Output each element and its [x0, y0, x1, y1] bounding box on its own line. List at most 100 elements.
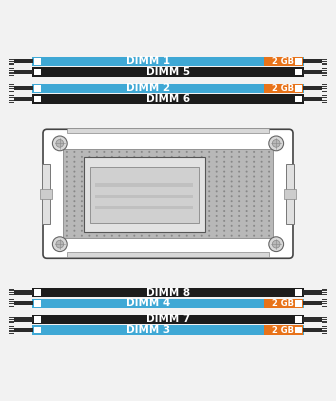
Circle shape	[156, 156, 158, 158]
Circle shape	[223, 190, 225, 192]
Circle shape	[193, 151, 195, 153]
Circle shape	[216, 166, 218, 168]
Circle shape	[268, 205, 270, 207]
Circle shape	[186, 151, 188, 153]
Circle shape	[66, 225, 68, 227]
Circle shape	[118, 220, 120, 222]
Circle shape	[178, 151, 180, 153]
Circle shape	[230, 205, 233, 207]
Circle shape	[148, 161, 150, 163]
Circle shape	[133, 205, 135, 207]
Circle shape	[178, 220, 180, 222]
Circle shape	[141, 220, 143, 222]
Circle shape	[246, 230, 248, 232]
Circle shape	[193, 200, 195, 202]
Bar	[9, 322, 14, 323]
Circle shape	[111, 225, 113, 227]
Circle shape	[253, 170, 255, 172]
FancyBboxPatch shape	[43, 129, 293, 258]
Circle shape	[230, 195, 233, 197]
Circle shape	[193, 156, 195, 158]
Circle shape	[238, 166, 240, 168]
Circle shape	[178, 156, 180, 158]
Circle shape	[253, 225, 255, 227]
Bar	[9, 102, 14, 103]
Text: 2 GB: 2 GB	[272, 57, 294, 66]
Circle shape	[141, 195, 143, 197]
Circle shape	[96, 185, 98, 187]
Circle shape	[141, 176, 143, 178]
Text: DIMM 4: DIMM 4	[126, 298, 170, 308]
Circle shape	[103, 210, 106, 212]
Circle shape	[103, 161, 106, 163]
Circle shape	[261, 230, 263, 232]
Circle shape	[81, 161, 83, 163]
Circle shape	[148, 195, 150, 197]
Circle shape	[66, 151, 68, 153]
Circle shape	[163, 210, 165, 212]
Circle shape	[133, 190, 135, 192]
Circle shape	[230, 180, 233, 182]
Bar	[9, 70, 14, 71]
Circle shape	[269, 136, 284, 151]
Circle shape	[111, 200, 113, 202]
Circle shape	[163, 215, 165, 217]
Circle shape	[163, 176, 165, 178]
Circle shape	[269, 237, 284, 251]
Circle shape	[141, 185, 143, 187]
Circle shape	[238, 215, 240, 217]
Circle shape	[268, 200, 270, 202]
Circle shape	[171, 230, 173, 232]
Bar	[9, 61, 14, 62]
Circle shape	[186, 200, 188, 202]
Circle shape	[66, 210, 68, 212]
Circle shape	[96, 170, 98, 172]
Circle shape	[148, 180, 150, 182]
Bar	[84, 158, 205, 233]
Circle shape	[201, 190, 203, 192]
Circle shape	[52, 237, 67, 251]
Circle shape	[230, 151, 233, 153]
Circle shape	[133, 180, 135, 182]
Circle shape	[253, 176, 255, 178]
Bar	[67, 128, 269, 133]
Circle shape	[148, 200, 150, 202]
Circle shape	[201, 235, 203, 237]
Circle shape	[223, 205, 225, 207]
Circle shape	[171, 235, 173, 237]
Circle shape	[88, 151, 90, 153]
Circle shape	[253, 210, 255, 212]
Circle shape	[201, 195, 203, 197]
Bar	[322, 68, 327, 69]
Circle shape	[216, 195, 218, 197]
Circle shape	[103, 190, 106, 192]
Circle shape	[186, 195, 188, 197]
Circle shape	[73, 176, 75, 178]
Circle shape	[223, 220, 225, 222]
Circle shape	[268, 195, 270, 197]
Circle shape	[126, 205, 128, 207]
Circle shape	[186, 235, 188, 237]
Circle shape	[253, 151, 255, 153]
Bar	[322, 86, 327, 87]
Circle shape	[238, 225, 240, 227]
Circle shape	[66, 205, 68, 207]
Circle shape	[208, 151, 210, 153]
Circle shape	[111, 166, 113, 168]
Circle shape	[208, 210, 210, 212]
Circle shape	[268, 180, 270, 182]
Circle shape	[163, 156, 165, 158]
Circle shape	[253, 230, 255, 232]
Circle shape	[73, 190, 75, 192]
Circle shape	[261, 166, 263, 168]
Circle shape	[193, 180, 195, 182]
Circle shape	[88, 210, 90, 212]
Circle shape	[193, 215, 195, 217]
Circle shape	[201, 170, 203, 172]
Circle shape	[111, 180, 113, 182]
Bar	[9, 58, 14, 59]
Circle shape	[230, 185, 233, 187]
Circle shape	[148, 205, 150, 207]
Circle shape	[103, 156, 106, 158]
Bar	[322, 97, 327, 98]
